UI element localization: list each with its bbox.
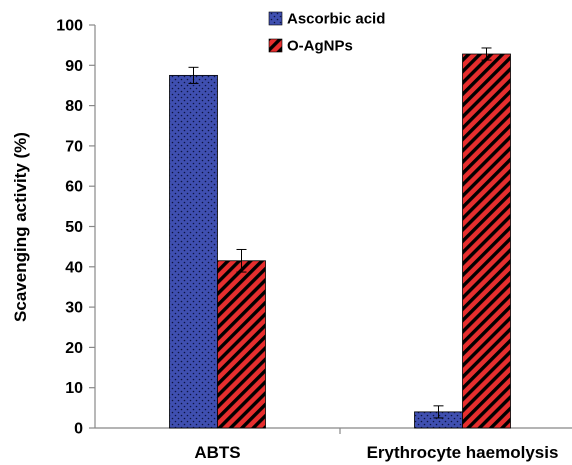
y-tick-label: 0 (74, 421, 83, 438)
legend: Ascorbic acid O-AgNPs (268, 11, 385, 55)
legend-swatch (268, 38, 283, 53)
bar-o-agnps-0 (217, 260, 266, 429)
y-tick-label: 80 (65, 98, 83, 115)
y-tick-label: 90 (65, 58, 83, 75)
bar-ascorbic-acid-0 (169, 74, 218, 429)
labels: 0 10 20 30 40 50 60 70 80 90 100 ABTS Erythrocyte ha… (56, 18, 558, 463)
y-tick-label: 50 (65, 219, 83, 236)
y-tick-label: 30 (65, 300, 83, 317)
y-tick-label: 100 (56, 18, 83, 35)
legend-label: Ascorbic acid (287, 11, 385, 28)
y-tick-label: 10 (65, 380, 83, 397)
y-tick-label: 40 (65, 259, 83, 276)
y-tick-label: 20 (65, 340, 83, 357)
y-axis-title: Scavenging activity (%) (11, 132, 30, 322)
x-category-label: ABTS (194, 443, 240, 462)
bars (169, 47, 511, 429)
legend-label: O-AgNPs (287, 38, 353, 55)
legend-swatch (268, 11, 283, 26)
y-tick-label: 70 (65, 138, 83, 155)
bar-o-agnps-1 (462, 53, 511, 429)
x-category-label: Erythrocyte haemolysis (367, 443, 559, 462)
y-tick-label: 60 (65, 179, 83, 196)
